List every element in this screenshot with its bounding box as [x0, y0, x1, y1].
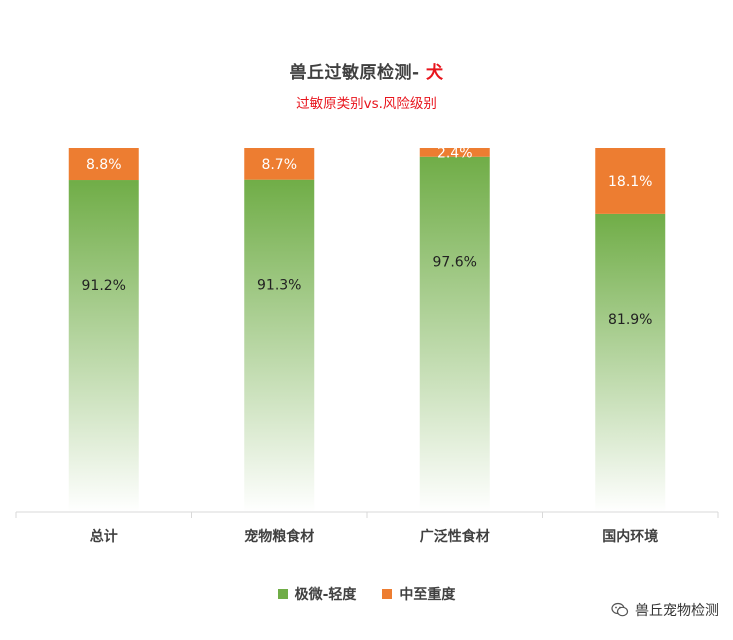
chart-legend: 极微-轻度 中至重度 — [0, 584, 733, 604]
data-label-severe: 8.7% — [261, 157, 297, 173]
bar-severe[interactable] — [419, 148, 490, 157]
legend-item-severe[interactable]: 中至重度 — [382, 584, 455, 604]
chart-title-main: 兽丘过敏原检测- — [289, 63, 426, 83]
bar-severe[interactable] — [244, 148, 315, 180]
data-label-severe: 8.8% — [86, 157, 122, 173]
bar-mild[interactable] — [68, 180, 139, 513]
legend-item-mild[interactable]: 极微-轻度 — [277, 584, 357, 604]
data-label-mild: 91.3% — [257, 278, 301, 294]
data-label-severe: 2.4% — [437, 145, 473, 161]
data-label-mild: 81.9% — [608, 312, 652, 328]
legend-swatch-severe — [382, 589, 393, 599]
wechat-icon — [611, 602, 629, 617]
category-label: 宠物粮食材 — [244, 528, 314, 545]
watermark-text: 兽丘宠物检测 — [635, 603, 719, 619]
chart-header: 兽丘过敏原检测- 犬 过敏原类别vs.风险级别 — [0, 58, 733, 112]
legend-label-mild: 极微-轻度 — [294, 587, 357, 603]
data-label-mild: 91.2% — [82, 278, 126, 294]
bar-mild[interactable] — [244, 179, 315, 512]
bar-severe[interactable] — [595, 148, 666, 214]
bar-severe[interactable] — [68, 148, 139, 181]
chart-title: 兽丘过敏原检测- 犬 — [0, 58, 733, 83]
category-label: 总计 — [90, 528, 118, 545]
data-label-mild: 97.6% — [433, 255, 477, 271]
category-label: 国内环境 — [602, 528, 658, 545]
chart-subtitle: 过敏原类别vs.风险级别 — [296, 96, 437, 112]
bar-mild[interactable] — [419, 156, 490, 512]
legend-swatch-mild — [277, 589, 288, 599]
category-label: 广泛性食材 — [420, 528, 490, 545]
chart-title-accent: 犬 — [425, 63, 444, 83]
legend-label-severe: 中至重度 — [399, 587, 456, 603]
bar-mild[interactable] — [595, 213, 666, 512]
watermark: 兽丘宠物检测 — [611, 600, 719, 620]
data-label-severe: 18.1% — [608, 174, 652, 190]
